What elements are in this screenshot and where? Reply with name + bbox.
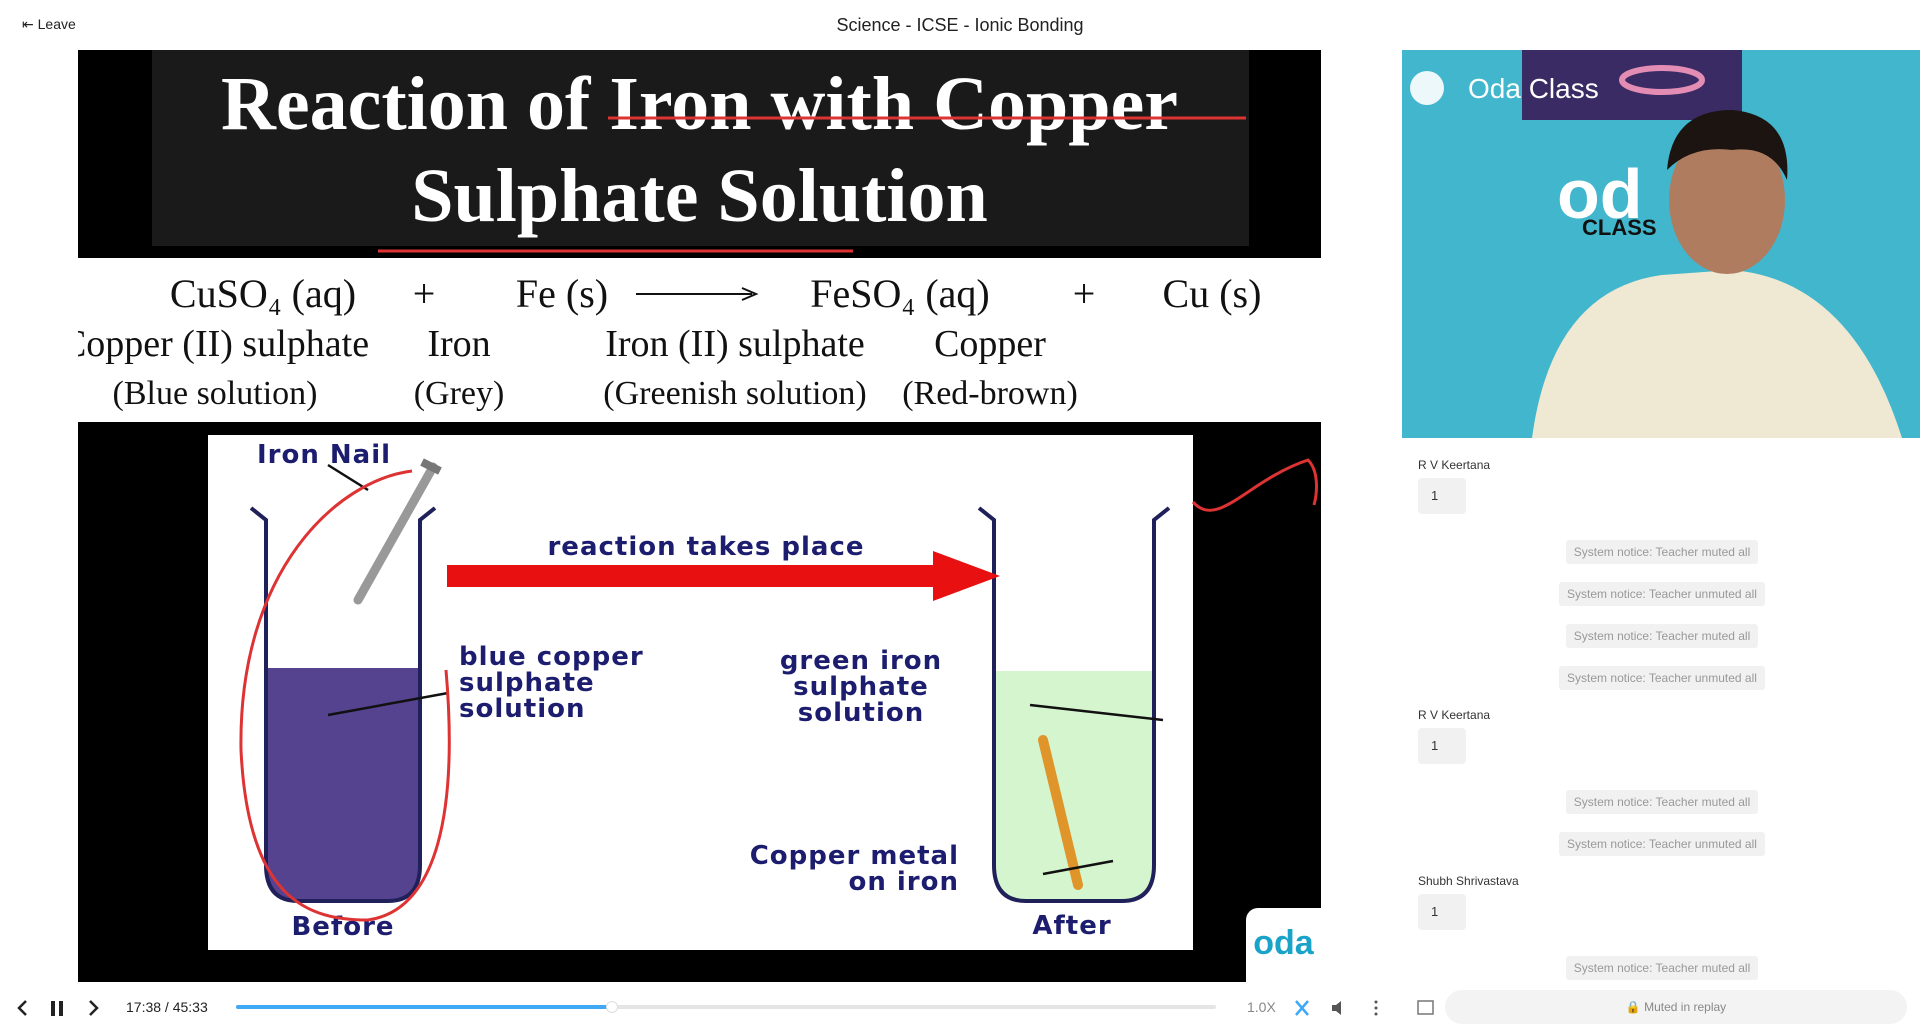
- title-line: Sulphate Solution: [411, 154, 988, 238]
- title-line: Reaction of Iron with Copper: [220, 62, 1178, 146]
- label-line: sulphate: [459, 668, 595, 698]
- chat-list: R V Keertana 1 System notice: Teacher mute…: [1418, 458, 1906, 998]
- progress-handle[interactable]: [606, 1001, 618, 1013]
- label-line: on iron: [848, 867, 959, 897]
- diagram: Iron Nail reaction takes place blue copp…: [208, 435, 1193, 950]
- system-notice: System notice: Teacher muted all: [1565, 624, 1759, 648]
- leave-text[interactable]: Leave: [37, 16, 76, 32]
- progress-fill: [236, 1005, 612, 1009]
- formula: FeSO₄ (aq): [810, 271, 990, 316]
- time: 17:38 / 45:33: [126, 999, 208, 1015]
- message-text: 1: [1418, 728, 1466, 764]
- progress-track[interactable]: [236, 1001, 1216, 1013]
- side-panel: Oda Class od CLASS R V Keertana 1 System n…: [1402, 0, 1920, 1032]
- system-notice: System notice: Teacher muted all: [1565, 956, 1759, 980]
- chat-icon[interactable]: [1416, 998, 1436, 1018]
- system-notice: System notice: Teacher muted all: [1565, 540, 1759, 564]
- video-feed: Oda Class od CLASS: [1402, 50, 1920, 438]
- sender-name: R V Keertana: [1418, 708, 1491, 722]
- player-bar: 17:38 / 45:33 1.0X: [0, 982, 1402, 1032]
- chat-input-text: Muted in replay: [1644, 1000, 1727, 1014]
- compound-state: (Greenish solution): [603, 375, 867, 412]
- system-notice: System notice: Teacher muted all: [1565, 790, 1759, 814]
- annotation: [239, 458, 1318, 922]
- player-buttons: [17, 1000, 99, 1016]
- sender-name: R V Keertana: [1418, 458, 1491, 472]
- sender-name: Shubh Shrivastava: [1418, 874, 1519, 888]
- pause[interactable]: [51, 1001, 55, 1016]
- chat-message: R V Keertana 1: [1418, 708, 1906, 764]
- compound-name: Iron: [427, 323, 491, 365]
- wall-logo: od: [1557, 155, 1643, 233]
- label-line: Copper metal: [750, 841, 959, 871]
- compound-name: Copper: [934, 323, 1046, 365]
- logo: oda: [1246, 908, 1321, 982]
- window-title: Science - ICSE - Ionic Bonding: [836, 15, 1084, 35]
- chat-input: 🔒 Muted in replay: [1445, 990, 1907, 1024]
- label-line: blue copper: [459, 642, 644, 672]
- previous[interactable]: [17, 1000, 27, 1016]
- clip[interactable]: [1295, 1000, 1309, 1016]
- system-notice: System notice: Teacher unmuted all: [1559, 666, 1765, 690]
- label: reaction takes place: [547, 532, 864, 562]
- message-text: 1: [1418, 894, 1466, 930]
- label-group: green iron sulphate solution: [780, 646, 942, 728]
- player-tools: [1295, 1000, 1378, 1016]
- label-line: solution: [798, 698, 924, 728]
- system-notice: System notice: Teacher unmuted all: [1559, 582, 1765, 606]
- compound-name: Copper (II) sulphate: [78, 323, 370, 365]
- compound-state: (Grey): [413, 375, 505, 412]
- chat-message: R V Keertana 1: [1418, 458, 1906, 514]
- slide-title: Reaction of Iron with Copper Sulphate So…: [78, 58, 1321, 242]
- volume[interactable]: [1332, 1001, 1341, 1015]
- chat-message: Shubh Shrivastava 1: [1418, 874, 1906, 930]
- label: Iron Nail: [257, 440, 391, 470]
- title-box: [152, 50, 1249, 246]
- message-text: 1: [1418, 478, 1466, 514]
- formula: Fe (s): [515, 271, 609, 316]
- next[interactable]: [89, 1000, 99, 1016]
- system-notice: System notice: Teacher unmuted all: [1559, 832, 1765, 856]
- speed[interactable]: 1.0X: [1247, 999, 1276, 1015]
- label-line: solution: [459, 694, 585, 724]
- formula: +: [1072, 271, 1096, 316]
- wall-logo: CLASS: [1582, 215, 1657, 240]
- brand: Oda Class: [1468, 73, 1599, 104]
- leave-button[interactable]: ⇤ Leave: [22, 16, 76, 32]
- formula: Cu (s): [1162, 271, 1262, 316]
- compound-state: (Red-brown): [902, 375, 1078, 412]
- reaction-arrow: [636, 287, 759, 301]
- annotation: [378, 116, 1246, 253]
- compound-name: Iron (II) sulphate: [605, 323, 865, 365]
- label-line: green iron: [780, 646, 942, 676]
- formula: +: [412, 271, 436, 316]
- label-group: blue copper sulphate solution: [459, 642, 644, 724]
- slide: Reaction of Iron with Copper Sulphate So…: [78, 50, 1321, 982]
- formula: CuSO₄ (aq): [169, 271, 357, 316]
- equation-band: CuSO₄ (aq) + Fe (s) FeSO₄ (aq) + Cu (s) Copper…: [78, 258, 1321, 422]
- label-line: sulphate: [793, 672, 929, 702]
- label-group: Copper metal on iron: [750, 841, 959, 897]
- label: After: [1032, 911, 1111, 941]
- compound-state: (Blue solution): [112, 375, 318, 412]
